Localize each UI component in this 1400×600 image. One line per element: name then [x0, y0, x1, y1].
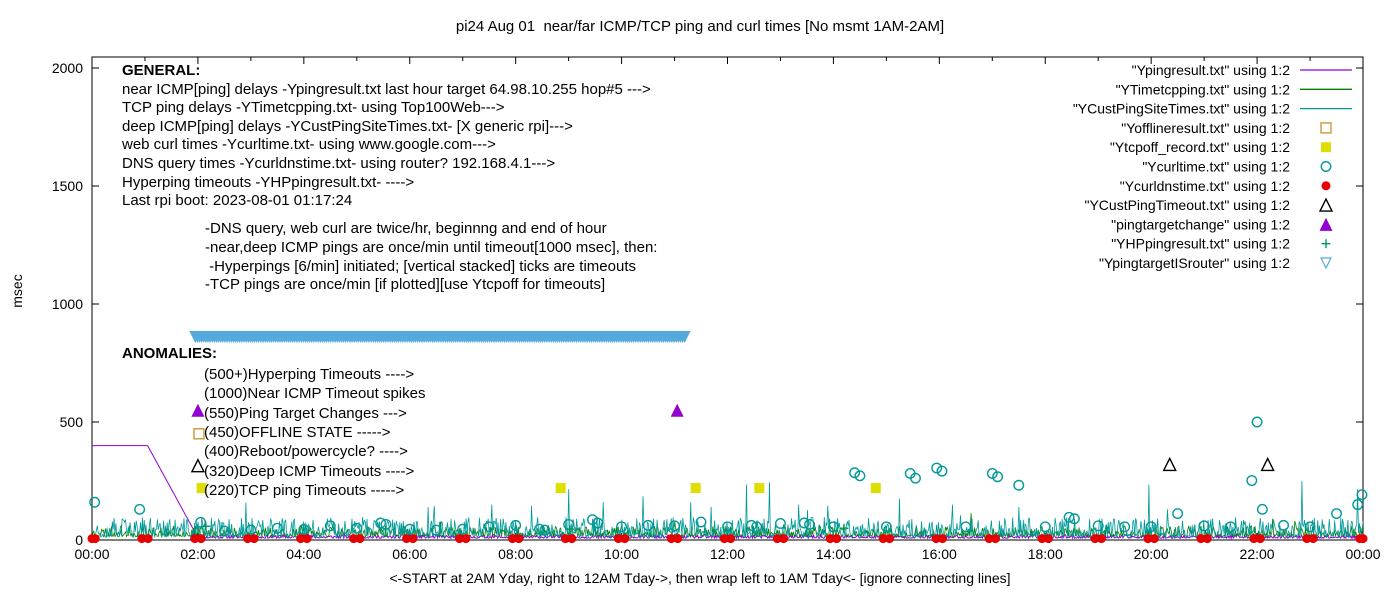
series-YpingtargetISrouter [189, 331, 691, 344]
annotation-line: (400)Reboot/powercycle? ----> [204, 443, 408, 461]
anomalies-annotation-block: (500+)Hyperping Timeouts ----> (1000)Near… [204, 365, 425, 500]
legend-label: "YCustPingSiteTimes.txt" using 1:2 [1073, 101, 1290, 117]
annotation-line: (500+)Hyperping Timeouts ----> [204, 366, 415, 383]
legend-item-Yofflineresult: "Yofflineresult.txt" using 1:2 [1121, 120, 1332, 136]
annotation-line: (220)TCP ping Timeouts -----> [204, 482, 405, 500]
x-tick-label: 10:00 [604, 546, 639, 562]
y-tick-label: 1500 [52, 178, 83, 194]
annotation-line: Hyperping timeouts -YHPpingresult.txt- -… [122, 173, 415, 191]
anomalies-heading: ANOMALIES: [122, 345, 217, 362]
legend-item-YpingtargetISrouter: "YpingtargetISrouter" using 1:2 [1099, 255, 1332, 271]
x-tick-label: 14:00 [816, 546, 851, 562]
annotation-line: -DNS query, web curl are twice/hr, begin… [205, 220, 607, 237]
notes-annotation-block: -DNS query, web curl are twice/hr, begin… [205, 220, 657, 295]
series-Ycurltime [89, 416, 1368, 537]
x-tick-label: 00:00 [1345, 546, 1380, 562]
annotation-line: web curl times -Ycurltime.txt- using www… [122, 136, 496, 154]
legend-label: "Ypingresult.txt" using 1:2 [1132, 62, 1291, 78]
y-tick-label: 500 [60, 414, 84, 430]
legend: "Ypingresult.txt" using 1:2 "YTimetcpping… [1073, 62, 1352, 271]
x-axis-label: <-START at 2AM Yday, right to 12AM Tday-… [389, 570, 1011, 586]
annotation-line: (450)OFFLINE STATE -----> [204, 424, 391, 442]
legend-item-YCustPingSiteTimes: "YCustPingSiteTimes.txt" using 1:2 [1073, 101, 1352, 117]
legend-label: "Ytcpoff_record.txt" using 1:2 [1110, 139, 1290, 155]
series-Ytcpoff_record [196, 483, 881, 494]
x-tick-label: 04:00 [286, 546, 321, 562]
x-tick-label: 08:00 [498, 546, 533, 562]
x-tick-label: 06:00 [392, 546, 427, 562]
annotation-line: TCP ping delays -YTimetcpping.txt- using… [122, 99, 505, 117]
legend-label: "Yofflineresult.txt" using 1:2 [1121, 120, 1290, 136]
annotation-line: near ICMP[ping] delays -Ypingresult.txt … [122, 80, 651, 98]
annotation-line: -near,deep ICMP pings are once/min until… [205, 238, 658, 256]
legend-item-Ytcpoff_record: "Ytcpoff_record.txt" using 1:2 [1110, 139, 1331, 155]
legend-label: "YpingtargetISrouter" using 1:2 [1099, 255, 1290, 271]
x-tick-label: 16:00 [922, 546, 957, 562]
series-YCustPingTimeout [190, 456, 1275, 473]
legend-item-pingtargetchange: "pingtargetchange" using 1:2 [1111, 216, 1333, 232]
annotation-line: (1000)Near ICMP Timeout spikes [204, 385, 426, 403]
series-Ycurldnstime [87, 534, 1368, 544]
legend-item-Ycurltime: "Ycurltime.txt" using 1:2 [1142, 159, 1332, 175]
legend-label: "Ycurldnstime.txt" using 1:2 [1120, 178, 1290, 194]
annotation-line: (550)Ping Target Changes ---> [204, 404, 407, 422]
chart-title: pi24 Aug 01 near/far ICMP/TCP ping and c… [455, 18, 945, 35]
annotation-line: (320)Deep ICMP Timeouts ----> [204, 462, 415, 480]
legend-label: "YTimetcpping.txt" using 1:2 [1116, 81, 1291, 97]
x-tick-label: 20:00 [1134, 546, 1169, 562]
general-heading: GENERAL: [122, 62, 201, 79]
general-lines: near ICMP[ping] delays -Ypingresult.txt … [122, 81, 651, 211]
series-Yofflineresult [193, 428, 205, 440]
legend-item-YCustPingTimeout: "YCustPingTimeout.txt" using 1:2 [1084, 197, 1334, 213]
legend-item-Ycurldnstime: "Ycurldnstime.txt" using 1:2 [1120, 178, 1331, 194]
legend-item-Ypingresult: "Ypingresult.txt" using 1:2 [1132, 62, 1352, 78]
legend-label: "pingtargetchange" using 1:2 [1111, 216, 1290, 232]
x-tick-label: 00:00 [74, 546, 109, 562]
legend-label: "YHPpingresult.txt" using 1:2 [1111, 236, 1290, 252]
y-tick-label: 0 [75, 532, 83, 548]
general-annotation-block: GENERAL: near ICMP[ping] delays -Ypingre… [122, 62, 651, 211]
annotation-line: DNS query times -Ycurldnstime.txt- using… [122, 154, 556, 172]
annotation-line: -TCP pings are once/min [if plotted][use… [205, 276, 606, 294]
legend-label: "Ycurltime.txt" using 1:2 [1142, 159, 1290, 175]
annotation-line: deep ICMP[ping] delays -YCustPingSiteTim… [122, 117, 573, 135]
y-axis-label: msec [9, 274, 25, 308]
legend-item-YHPpingresult: "YHPpingresult.txt" using 1:2 [1111, 236, 1331, 252]
y-tick-label: 2000 [52, 60, 83, 76]
legend-label: "YCustPingTimeout.txt" using 1:2 [1084, 197, 1290, 213]
x-tick-label: 12:00 [710, 546, 745, 562]
x-tick-label: 18:00 [1028, 546, 1063, 562]
annotation-line: -Hyperpings [6/min] initiated; [vertical… [205, 257, 637, 275]
legend-item-YTimetcpping: "YTimetcpping.txt" using 1:2 [1116, 81, 1352, 97]
series-pingtargetchange [191, 403, 684, 417]
series-YHPpingresult [201, 521, 849, 534]
x-tick-label: 22:00 [1240, 546, 1275, 562]
x-tick-label: 02:00 [180, 546, 215, 562]
annotation-line: Last rpi boot: 2023-08-01 01:17:24 [122, 192, 353, 210]
y-tick-label: 1000 [52, 296, 83, 312]
